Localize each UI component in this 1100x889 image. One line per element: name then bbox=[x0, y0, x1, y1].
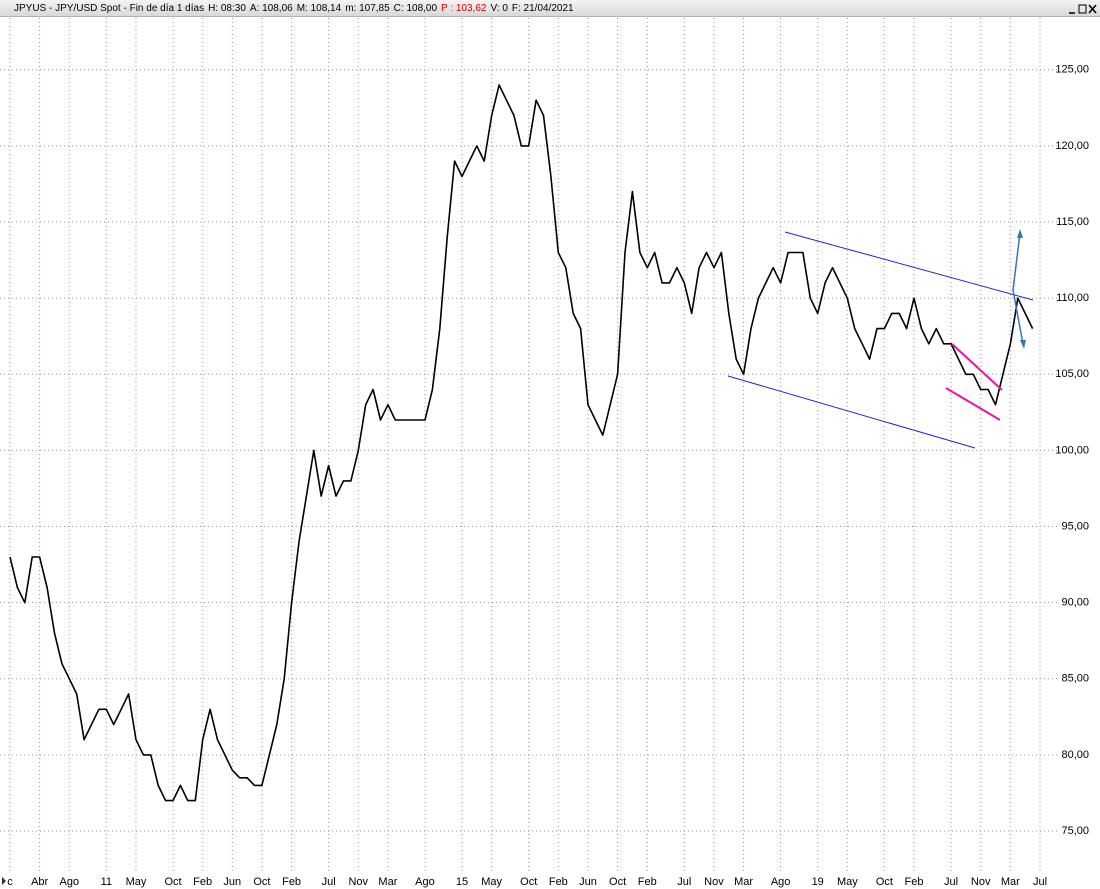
x-tick-label: 19 bbox=[812, 876, 824, 888]
x-tick-label: Feb bbox=[638, 876, 657, 888]
x-tick-label: Feb bbox=[282, 876, 301, 888]
trend-channel-bottom bbox=[727, 375, 976, 449]
wedge-top bbox=[951, 343, 1003, 391]
maximize[interactable] bbox=[1078, 4, 1087, 14]
grid bbox=[0, 18, 1060, 872]
date: F: 21/04/2021 bbox=[511, 3, 574, 14]
scroll-arrow[interactable] bbox=[2, 877, 6, 885]
price: P : 103,62 bbox=[441, 3, 487, 14]
y-tick-label: 90,00 bbox=[1061, 597, 1089, 609]
y-tick-label: 110,00 bbox=[1056, 292, 1089, 304]
x-tick-label: May bbox=[837, 876, 858, 888]
arrow-down bbox=[1012, 289, 1024, 345]
high: H: 08:30 bbox=[208, 3, 246, 14]
close[interactable] bbox=[1088, 4, 1097, 14]
y-tick-label: 85,00 bbox=[1061, 673, 1089, 685]
x-tick-label: Oct bbox=[520, 876, 537, 888]
y-tick-label: 80,00 bbox=[1061, 749, 1089, 761]
volume: V: 0 bbox=[490, 3, 508, 14]
y-tick-label: 75,00 bbox=[1061, 825, 1089, 837]
x-tick-label: Jun bbox=[579, 876, 597, 888]
header-bar: JPYUS - JPY/USD Spot - Fin de día 1 días… bbox=[0, 0, 1100, 17]
price-line bbox=[9, 84, 1034, 802]
x-tick-label: 15 bbox=[456, 876, 468, 888]
plot bbox=[9, 84, 1034, 802]
y-tick-label: 125,00 bbox=[1055, 64, 1089, 76]
x-tick-label: Oct bbox=[164, 876, 181, 888]
x-tick-label: Oct bbox=[609, 876, 626, 888]
y-tick-label: 100,00 bbox=[1055, 444, 1089, 456]
x-tick-label: Abr bbox=[31, 876, 48, 888]
trend-channel-top bbox=[784, 231, 1034, 301]
arrow-down-head bbox=[1020, 340, 1026, 349]
x-tick-label: Mar bbox=[1001, 876, 1020, 888]
y-tick-label: 115,00 bbox=[1056, 216, 1089, 228]
y-tick-label: 120,00 bbox=[1055, 140, 1089, 152]
x-tick-label: Ago bbox=[415, 876, 435, 888]
window-buttons[interactable] bbox=[1068, 3, 1098, 15]
x-tick-label: Mar bbox=[378, 876, 397, 888]
x-tick-label: Feb bbox=[549, 876, 568, 888]
x-tick-label: May bbox=[481, 876, 502, 888]
close: C: 108,00 bbox=[393, 3, 438, 14]
x-tick-label: Nov bbox=[704, 876, 724, 888]
y-tick-label: 95,00 bbox=[1061, 520, 1089, 532]
x-tick-label: May bbox=[126, 876, 147, 888]
open: A: 108,06 bbox=[249, 3, 293, 14]
x-tick-label: Nov bbox=[971, 876, 991, 888]
x-tick-label: Jul bbox=[944, 876, 958, 888]
x-tick-label: Jun bbox=[223, 876, 241, 888]
x-tick-label: Oct bbox=[876, 876, 893, 888]
y-tick-label: 105,00 bbox=[1055, 368, 1089, 380]
x-tick-label: c bbox=[7, 876, 13, 888]
axes: 75,00 80,00 85,00 90,00 95,00 100,00 105,00 110… bbox=[7, 64, 1089, 888]
x-tick-label: Jul bbox=[677, 876, 691, 888]
max: M: 108,14 bbox=[296, 3, 342, 14]
x-tick-label: Feb bbox=[193, 876, 212, 888]
min: m: 107,85 bbox=[345, 3, 390, 14]
arrow-up bbox=[1012, 232, 1021, 291]
x-tick-label: 11 bbox=[101, 876, 112, 888]
x-tick-label: Mar bbox=[734, 876, 753, 888]
chart-title: JPYUS - JPY/USD Spot - Fin de día 1 días bbox=[14, 3, 205, 14]
x-tick-label: Feb bbox=[905, 876, 924, 888]
x-tick-label: Ago bbox=[771, 876, 791, 888]
x-tick-label: Jul bbox=[322, 876, 336, 888]
x-tick-label: Jul bbox=[1033, 876, 1047, 888]
x-tick-label: Ago bbox=[59, 876, 79, 888]
wedge-bottom bbox=[945, 387, 1001, 421]
x-tick-label: Nov bbox=[348, 876, 368, 888]
arrow-up-head bbox=[1017, 229, 1023, 238]
x-axis-band bbox=[0, 872, 1100, 889]
x-tick-label: Oct bbox=[253, 876, 270, 888]
